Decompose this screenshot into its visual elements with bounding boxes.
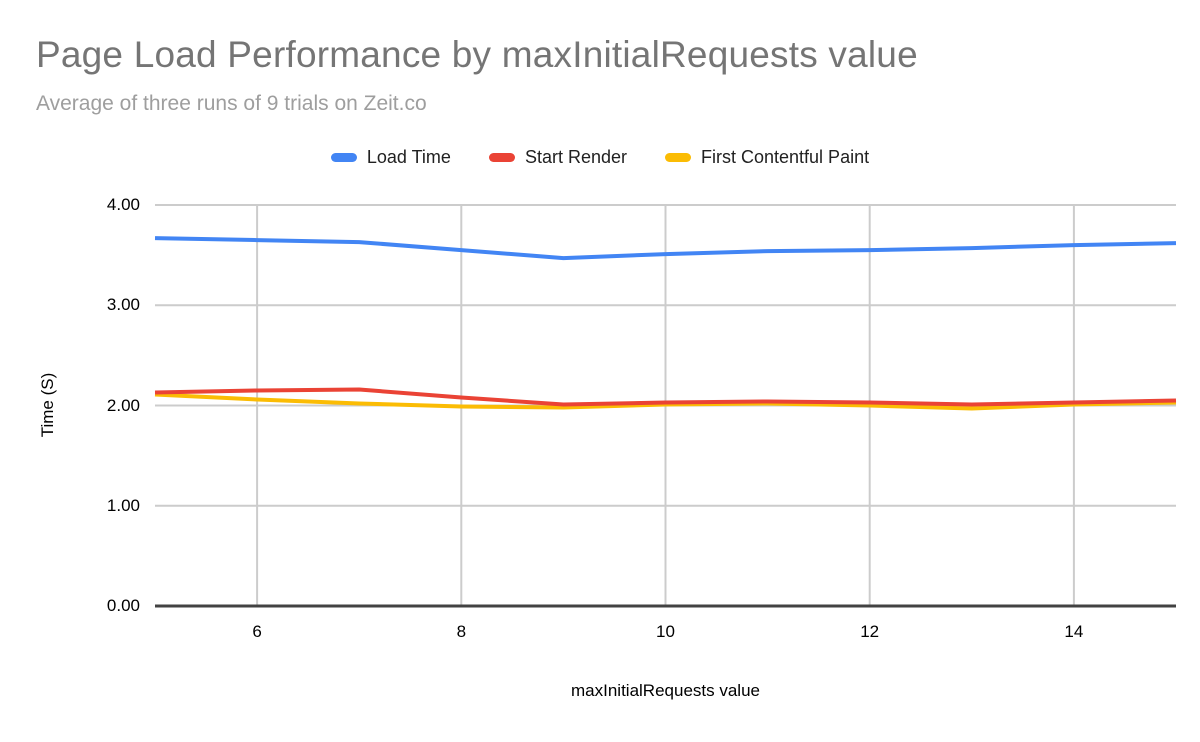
x-axis-title: maxInitialRequests value <box>571 681 760 700</box>
y-tick-label: 0.00 <box>106 596 140 615</box>
x-tick-label: 6 <box>252 622 262 641</box>
y-tick-label: 1.00 <box>106 495 140 515</box>
legend-item-first-contentful-paint: First Contentful Paint <box>665 147 869 168</box>
x-tick-label: 12 <box>860 622 880 641</box>
legend-label: Load Time <box>366 146 451 167</box>
legend-swatch-load-time <box>330 152 357 162</box>
y-tick-label: 3.00 <box>106 295 140 315</box>
x-tick-label: 14 <box>1064 622 1084 641</box>
legend-swatch-first-contentful-paint <box>665 152 692 162</box>
y-axis-title: Time (S) <box>38 372 57 438</box>
chart-subtitle: Average of three runs of 9 trials on Zei… <box>36 92 427 115</box>
x-tick-label: 10 <box>656 622 675 641</box>
y-tick-label: 2.00 <box>106 395 140 415</box>
legend-item-start-render: Start Render <box>488 146 628 168</box>
y-tick-label: 4.00 <box>106 195 140 214</box>
chart-title: Page Load Performance by maxInitialReque… <box>36 34 918 75</box>
x-tick-label: 8 <box>456 622 467 641</box>
legend-label: Start Render <box>524 146 628 167</box>
legend: Load Time Start Render First Contentful Pa… <box>0 144 1200 170</box>
series-line-load-time <box>154 236 1177 261</box>
legend-swatch-start-render <box>488 152 515 162</box>
series-line-start-render <box>154 387 1177 407</box>
legend-item-load-time: Load Time <box>330 146 451 168</box>
legend-label: First Contentful Paint <box>701 146 870 167</box>
